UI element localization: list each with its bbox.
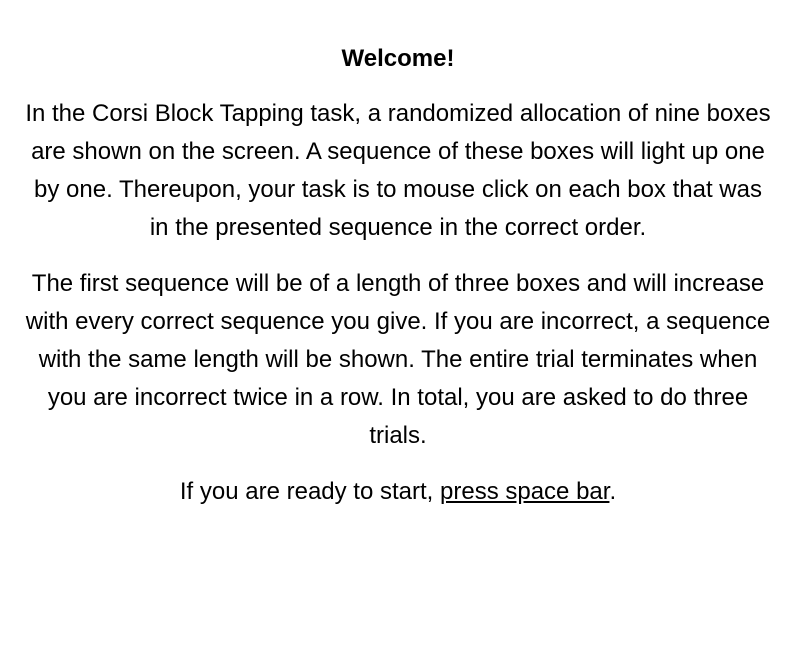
press-space-bar-hint: press space bar: [440, 478, 610, 505]
start-prompt: If you are ready to start, press space b…: [22, 473, 774, 511]
start-prompt-prefix: If you are ready to start,: [179, 478, 440, 505]
welcome-title: Welcome!: [341, 45, 455, 72]
sequence-rules-paragraph: The first sequence will be of a length o…: [25, 270, 771, 449]
instructions-panel: Welcome! In the Corsi Block Tapping task…: [22, 40, 774, 529]
start-prompt-suffix: .: [609, 478, 617, 505]
task-description-paragraph: In the Corsi Block Tapping task, a rando…: [25, 100, 771, 241]
